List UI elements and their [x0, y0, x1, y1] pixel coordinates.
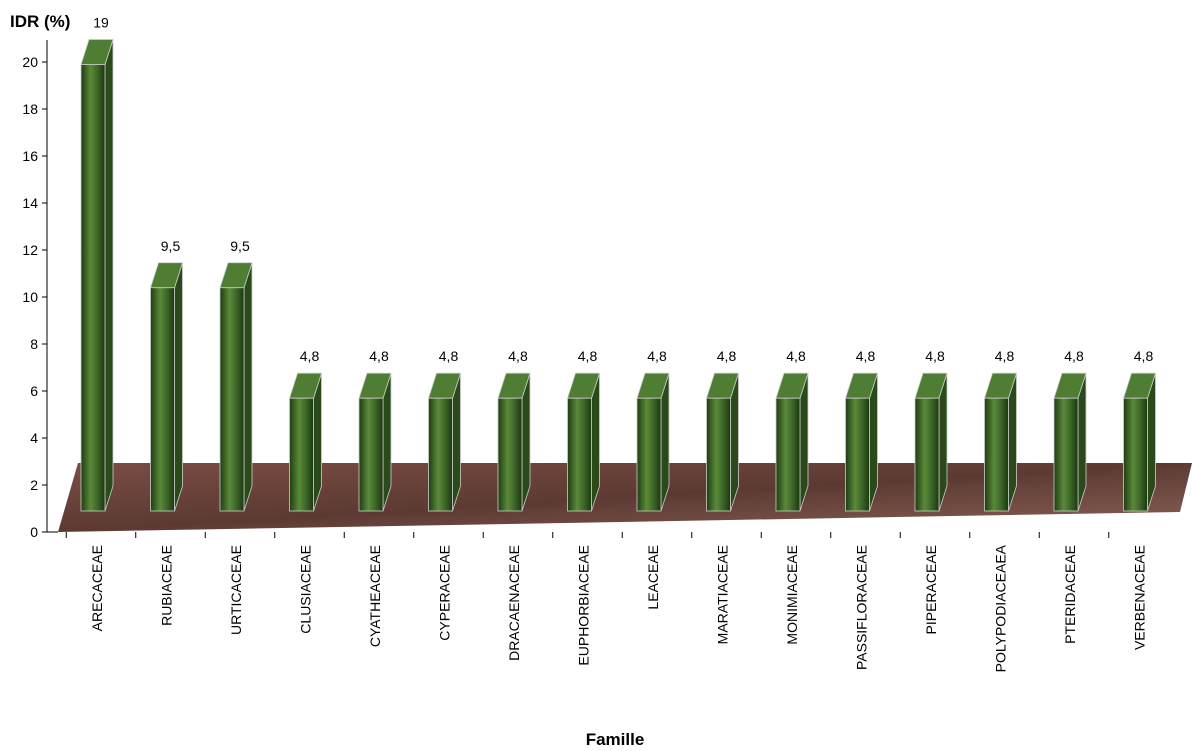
x-tick-label: CYPERACEAE — [437, 545, 453, 641]
y-tick-label: 20 — [22, 54, 38, 70]
bar — [775, 372, 809, 512]
value-label: 9,5 — [161, 238, 181, 254]
bar-front — [80, 64, 106, 512]
bar — [219, 262, 253, 512]
value-label: 4,8 — [300, 348, 320, 364]
value-label: 4,8 — [508, 348, 528, 364]
y-tick-label: 16 — [22, 148, 38, 164]
bar-front — [706, 397, 731, 512]
bar-side — [243, 262, 253, 512]
x-tick-label: RUBIACEAE — [159, 545, 175, 626]
y-tick-label: 0 — [30, 524, 38, 540]
bar-front — [289, 397, 314, 512]
bar-front — [1053, 397, 1079, 512]
bar — [1053, 372, 1087, 512]
value-label: 4,8 — [1064, 348, 1084, 364]
bar-front — [775, 397, 801, 512]
bar — [288, 372, 323, 512]
bar — [497, 372, 531, 512]
bar-front — [428, 397, 453, 512]
bar — [1122, 372, 1157, 512]
bar — [844, 372, 879, 512]
y-tick-label: 6 — [30, 383, 38, 399]
x-tick-label: PASSIFLORACEAE — [854, 545, 870, 670]
bar-side — [174, 262, 183, 512]
value-label: 4,8 — [439, 348, 459, 364]
value-label: 4,8 — [369, 348, 389, 364]
value-label: 4,8 — [995, 348, 1015, 364]
x-tick-label: EUPHORBIACEAE — [576, 545, 592, 666]
x-tick-label: VERBENACEAE — [1132, 545, 1148, 650]
bar-front — [636, 397, 662, 512]
x-tick-label: MARATIACEAE — [715, 545, 731, 644]
x-tick-label: LEACEAE — [645, 545, 661, 610]
y-tick-label: 14 — [22, 195, 38, 211]
x-tick-label: PIPERACEAE — [923, 545, 939, 634]
bar — [914, 372, 948, 512]
floor — [58, 463, 1192, 532]
x-tick-label: CYATHEACEAE — [367, 545, 383, 647]
x-tick-label: POLYPODIACEAEA — [993, 544, 1009, 672]
bar — [358, 372, 392, 512]
value-label: 19 — [93, 15, 109, 31]
x-tick-label: URTICACEAE — [228, 545, 244, 635]
y-tick-label: 10 — [22, 289, 38, 305]
value-label: 4,8 — [717, 348, 737, 364]
bar-front — [567, 397, 592, 512]
value-label: 4,8 — [786, 348, 806, 364]
value-label: 4,8 — [1134, 348, 1154, 364]
bar-front — [358, 397, 384, 512]
value-label: 4,8 — [578, 348, 598, 364]
y-axis-title: IDR (%) — [10, 12, 70, 31]
y-tick-label: 12 — [22, 242, 38, 258]
y-tick-label: 4 — [30, 430, 38, 446]
bar — [636, 372, 670, 512]
bar — [983, 372, 1018, 512]
y-tick-label: 2 — [30, 477, 38, 493]
x-tick-label: MONIMIACEAE — [784, 545, 800, 645]
bar — [427, 372, 462, 512]
y-tick-label: 8 — [30, 336, 38, 352]
bar-front — [219, 287, 245, 512]
x-tick-label: ARECACEAE — [89, 545, 105, 631]
y-tick-label: 18 — [22, 101, 38, 117]
x-tick-label: PTERIDACEAE — [1062, 545, 1078, 644]
bar-front — [1123, 397, 1148, 512]
value-label: 4,8 — [856, 348, 876, 364]
bar-side — [104, 39, 114, 512]
bar-front — [914, 397, 940, 512]
value-label: 9,5 — [230, 238, 250, 254]
bar-front — [845, 397, 870, 512]
bar-front — [497, 397, 523, 512]
value-label: 4,8 — [647, 348, 667, 364]
x-tick-label: DRACAENACEAE — [506, 545, 522, 661]
bar — [80, 39, 114, 512]
value-label: 4,8 — [925, 348, 945, 364]
x-tick-label: CLUSIACEAE — [298, 545, 314, 634]
bar-front — [984, 397, 1009, 512]
bar-front — [150, 287, 175, 512]
bar — [149, 262, 184, 512]
x-axis-title: Famille — [586, 730, 645, 749]
bar — [566, 372, 601, 512]
bar — [705, 372, 740, 512]
